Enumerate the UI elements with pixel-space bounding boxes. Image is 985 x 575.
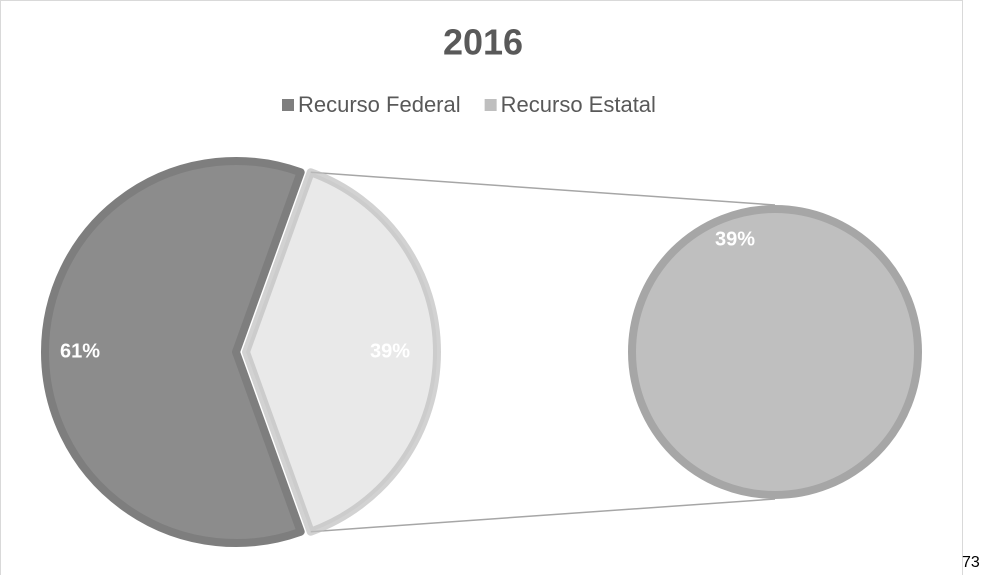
pie-slice xyxy=(41,157,305,547)
legend-label: Recurso Federal xyxy=(298,92,461,117)
connector-line xyxy=(310,171,776,206)
legend-swatch xyxy=(484,99,497,111)
data-label: 39% xyxy=(715,228,755,250)
legend-label: Recurso Estatal xyxy=(501,92,656,117)
secondary-pie xyxy=(628,205,922,499)
pie-slice xyxy=(242,168,441,536)
data-label: 61% xyxy=(60,340,100,362)
page-number: 73 xyxy=(962,554,980,571)
chart-title: 2016 xyxy=(443,22,523,63)
connector-line xyxy=(310,498,776,533)
data-label: 39% xyxy=(370,340,410,362)
legend-swatch xyxy=(282,99,294,111)
